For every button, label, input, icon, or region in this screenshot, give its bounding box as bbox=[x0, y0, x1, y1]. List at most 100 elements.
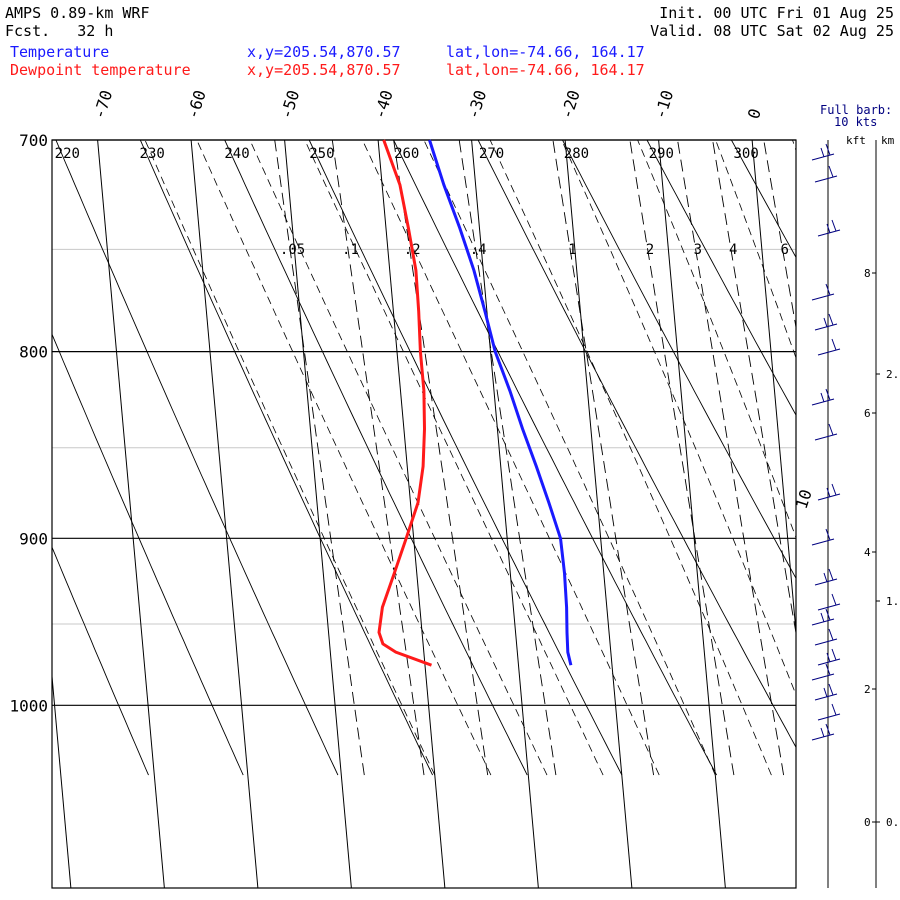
wind-barb-staff bbox=[817, 229, 841, 237]
wind-barb-staff bbox=[817, 348, 841, 356]
wind-barb bbox=[811, 608, 835, 626]
wind-barb-flag bbox=[825, 528, 831, 541]
moist-adiabat bbox=[637, 140, 796, 539]
mixing-ratio-line bbox=[712, 140, 796, 636]
wind-barb-flag bbox=[825, 283, 831, 296]
dry-adiabat bbox=[52, 546, 149, 776]
pressure-tick-label: 900 bbox=[19, 529, 48, 548]
wind-barb-staff bbox=[814, 175, 838, 183]
wind-barb-staff bbox=[817, 603, 841, 611]
wind-barb-staff bbox=[817, 658, 841, 666]
wind-barb-flag bbox=[825, 663, 831, 676]
km-tick-label: 2. bbox=[886, 368, 899, 381]
isotherm bbox=[658, 140, 726, 888]
temperature-tick-label: -30 bbox=[463, 88, 490, 121]
theta-label: 290 bbox=[649, 146, 674, 162]
dry-adiabat bbox=[477, 140, 796, 749]
wind-barb-flag bbox=[826, 652, 831, 663]
temperature-tick-label: -60 bbox=[183, 88, 210, 121]
wind-barb bbox=[817, 219, 841, 237]
wind-barb-staff bbox=[814, 693, 838, 701]
temperature-tick-label: -40 bbox=[370, 88, 397, 121]
wind-barb-flag bbox=[820, 727, 825, 738]
dry-adiabat bbox=[646, 140, 796, 416]
wind-barb bbox=[811, 663, 835, 681]
temperature-tick-label: 0 bbox=[744, 106, 765, 121]
chart-labels: 700 800 900 1000 -70 -60 -50 -40 -30 -20 -10 0 10 220… bbox=[9, 88, 815, 715]
dry-adiabat bbox=[224, 140, 528, 776]
temperature-profile bbox=[428, 139, 573, 666]
wind-barb-flag bbox=[831, 338, 837, 351]
model-title: AMPS 0.89-km WRF bbox=[5, 4, 150, 22]
mixing-ratio-line bbox=[677, 140, 785, 776]
wind-barb-staff bbox=[814, 578, 838, 586]
mixing-ratio-label: 4 bbox=[729, 242, 737, 258]
mixing-ratio-label: .4 bbox=[470, 242, 487, 258]
chart-grid bbox=[51, 139, 900, 889]
theta-label: 300 bbox=[733, 146, 758, 162]
wind-barb-flag bbox=[823, 687, 828, 698]
wind-barb-flag bbox=[820, 147, 825, 158]
mixing-ratio-label: 2 bbox=[646, 242, 654, 258]
wind-barb-staff bbox=[814, 323, 838, 331]
height-axis: kft km 8 6 4 2 0 2. 1. 0. bbox=[846, 134, 899, 888]
kft-label: kft bbox=[846, 134, 866, 147]
pressure-tick-label: 800 bbox=[19, 343, 48, 362]
wind-barb bbox=[814, 683, 838, 701]
wind-barb-flag bbox=[828, 423, 834, 436]
theta-label: 240 bbox=[224, 146, 249, 162]
dewpoint-legend-xy: x,y=205.54,870.57 bbox=[247, 61, 401, 79]
dry-adiabat bbox=[393, 140, 717, 776]
wind-barb bbox=[817, 338, 841, 356]
temperature-tick-label: -50 bbox=[276, 88, 303, 121]
barb-legend-line1: Full barb: bbox=[820, 103, 892, 117]
temperature-tick-label: -10 bbox=[650, 88, 677, 121]
wind-barb-staff bbox=[811, 618, 835, 626]
wind-barb-flag bbox=[828, 683, 834, 696]
isotherm bbox=[846, 140, 900, 888]
wind-barb-staff bbox=[814, 433, 838, 441]
wind-barb-flag bbox=[825, 723, 831, 736]
dewpoint-profile bbox=[377, 139, 433, 667]
wind-barb bbox=[814, 628, 838, 646]
wind-barb-flag bbox=[828, 313, 834, 326]
wind-barb-staff bbox=[811, 398, 835, 406]
dry-adiabat bbox=[52, 333, 244, 776]
mixing-ratio-label: .1 bbox=[342, 242, 359, 258]
dry-adiabat bbox=[55, 140, 339, 776]
pressure-tick-label: 1000 bbox=[9, 696, 48, 715]
theta-label: 270 bbox=[479, 146, 504, 162]
wind-barb-flag bbox=[825, 608, 831, 621]
chart-series bbox=[377, 139, 573, 667]
mixing-ratio-line bbox=[458, 140, 557, 776]
wind-barb bbox=[817, 483, 841, 501]
mixing-ratio-label: 1 bbox=[568, 242, 576, 258]
mixing-ratio-line bbox=[629, 140, 735, 776]
isotherm bbox=[564, 140, 633, 888]
theta-label: 260 bbox=[394, 146, 419, 162]
wind-barb bbox=[811, 723, 835, 741]
wind-barb-staff bbox=[811, 538, 835, 546]
theta-label: 250 bbox=[309, 146, 334, 162]
temperature-legend-xy: x,y=205.54,870.57 bbox=[247, 43, 401, 61]
pressure-tick-label: 700 bbox=[19, 131, 48, 150]
fcst-hours-value: 32 h bbox=[77, 22, 114, 40]
isotherm bbox=[284, 140, 352, 888]
wind-barb bbox=[814, 423, 838, 441]
wind-barb bbox=[814, 165, 838, 183]
kft-tick-label: 8 bbox=[864, 267, 871, 280]
moist-adiabat bbox=[489, 140, 772, 776]
kft-tick-label: 4 bbox=[864, 546, 871, 559]
wind-barb-staff bbox=[811, 153, 835, 161]
wind-barb bbox=[811, 143, 835, 161]
wind-barb-flag bbox=[823, 317, 828, 328]
moist-adiabat bbox=[561, 140, 796, 696]
wind-barb bbox=[811, 388, 835, 406]
wind-barb-flag bbox=[831, 219, 837, 232]
mixing-ratio-line bbox=[393, 140, 489, 776]
isotherm bbox=[52, 670, 72, 888]
wind-barb-staff bbox=[817, 493, 841, 501]
wind-barb-flag bbox=[826, 223, 831, 234]
kft-tick-label: 2 bbox=[864, 683, 871, 696]
